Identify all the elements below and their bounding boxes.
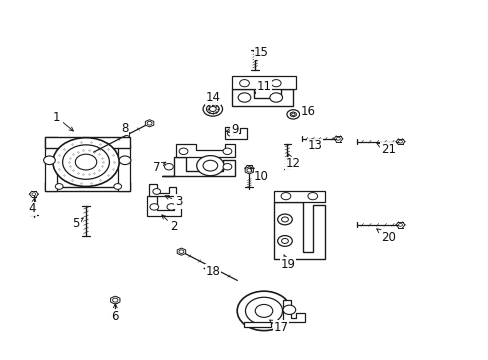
- Circle shape: [307, 193, 317, 200]
- Circle shape: [246, 168, 251, 172]
- Circle shape: [237, 291, 290, 330]
- Text: 17: 17: [269, 320, 288, 333]
- Circle shape: [277, 214, 292, 225]
- Text: 4: 4: [29, 198, 36, 215]
- Circle shape: [227, 131, 235, 136]
- Polygon shape: [176, 144, 234, 157]
- Text: 6: 6: [111, 304, 119, 323]
- Circle shape: [147, 121, 152, 125]
- Circle shape: [223, 163, 231, 170]
- Text: 11: 11: [255, 80, 271, 93]
- Text: 9: 9: [225, 123, 238, 136]
- Circle shape: [53, 138, 119, 186]
- Circle shape: [277, 235, 292, 246]
- Circle shape: [55, 184, 63, 189]
- Text: 7: 7: [153, 161, 165, 174]
- Polygon shape: [244, 167, 253, 174]
- Circle shape: [223, 148, 231, 154]
- Polygon shape: [290, 112, 296, 117]
- Text: 18: 18: [203, 265, 220, 278]
- Polygon shape: [232, 89, 293, 107]
- Polygon shape: [44, 182, 130, 191]
- Circle shape: [179, 250, 183, 253]
- Circle shape: [179, 148, 187, 154]
- Polygon shape: [244, 321, 271, 327]
- Circle shape: [255, 305, 272, 318]
- Circle shape: [113, 298, 117, 301]
- Text: 14: 14: [205, 91, 220, 105]
- Circle shape: [203, 160, 217, 171]
- Polygon shape: [44, 137, 57, 191]
- Text: 12: 12: [285, 154, 300, 170]
- Polygon shape: [145, 120, 154, 127]
- Text: 20: 20: [376, 229, 395, 244]
- Circle shape: [203, 102, 222, 116]
- Circle shape: [239, 80, 249, 87]
- Circle shape: [196, 156, 224, 176]
- Circle shape: [269, 93, 282, 102]
- Circle shape: [291, 113, 294, 116]
- Circle shape: [283, 305, 295, 315]
- Circle shape: [164, 163, 173, 170]
- Circle shape: [166, 204, 175, 210]
- Circle shape: [150, 204, 158, 210]
- Circle shape: [281, 217, 288, 222]
- Circle shape: [114, 184, 122, 189]
- Circle shape: [398, 140, 402, 143]
- Circle shape: [271, 80, 281, 87]
- Circle shape: [238, 93, 250, 102]
- Text: 21: 21: [376, 143, 395, 156]
- Circle shape: [281, 238, 288, 243]
- Text: 19: 19: [280, 255, 295, 271]
- Polygon shape: [224, 127, 246, 139]
- Polygon shape: [232, 76, 295, 89]
- Circle shape: [336, 137, 340, 140]
- Circle shape: [245, 297, 282, 324]
- Circle shape: [206, 104, 219, 114]
- Circle shape: [62, 145, 109, 179]
- Text: 15: 15: [254, 46, 268, 61]
- Text: 10: 10: [250, 168, 268, 183]
- Circle shape: [247, 167, 251, 170]
- Text: 2: 2: [162, 215, 177, 233]
- Text: 1: 1: [53, 111, 73, 131]
- Text: 13: 13: [307, 139, 322, 152]
- Polygon shape: [147, 196, 181, 216]
- Polygon shape: [282, 300, 305, 321]
- Circle shape: [153, 189, 160, 194]
- Text: 8: 8: [121, 122, 130, 138]
- Circle shape: [290, 112, 295, 116]
- Text: 16: 16: [299, 105, 315, 118]
- Polygon shape: [177, 248, 185, 255]
- Polygon shape: [110, 296, 120, 304]
- Circle shape: [75, 154, 97, 170]
- Circle shape: [119, 156, 131, 165]
- Polygon shape: [149, 184, 176, 196]
- Circle shape: [281, 193, 290, 200]
- Circle shape: [32, 193, 36, 195]
- Polygon shape: [161, 157, 234, 176]
- Circle shape: [286, 110, 299, 119]
- Text: 3: 3: [165, 195, 182, 208]
- Circle shape: [209, 107, 216, 112]
- Polygon shape: [273, 202, 325, 259]
- Circle shape: [398, 224, 402, 226]
- Circle shape: [43, 156, 55, 165]
- Polygon shape: [44, 137, 130, 148]
- Polygon shape: [273, 191, 325, 202]
- Polygon shape: [118, 144, 130, 191]
- Circle shape: [112, 298, 118, 302]
- Text: 5: 5: [72, 216, 83, 230]
